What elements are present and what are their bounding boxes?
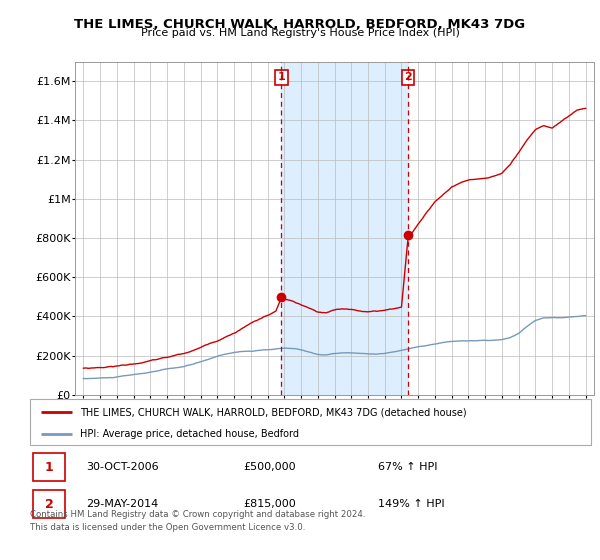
Text: 1: 1 <box>44 460 53 474</box>
Text: 2: 2 <box>44 497 53 511</box>
Text: 149% ↑ HPI: 149% ↑ HPI <box>378 499 445 509</box>
Bar <box>33 454 65 480</box>
Bar <box>33 491 65 517</box>
Text: 1: 1 <box>278 72 286 82</box>
Text: 29-MAY-2014: 29-MAY-2014 <box>86 499 158 509</box>
Text: HPI: Average price, detached house, Bedford: HPI: Average price, detached house, Bedf… <box>80 429 299 438</box>
Text: 67% ↑ HPI: 67% ↑ HPI <box>378 462 437 472</box>
Text: £500,000: £500,000 <box>243 462 296 472</box>
Text: Contains HM Land Registry data © Crown copyright and database right 2024.: Contains HM Land Registry data © Crown c… <box>30 511 365 520</box>
Text: 30-OCT-2006: 30-OCT-2006 <box>86 462 159 472</box>
Text: THE LIMES, CHURCH WALK, HARROLD, BEDFORD, MK43 7DG (detached house): THE LIMES, CHURCH WALK, HARROLD, BEDFORD… <box>80 407 467 417</box>
Text: Price paid vs. HM Land Registry's House Price Index (HPI): Price paid vs. HM Land Registry's House … <box>140 28 460 38</box>
Text: 2: 2 <box>404 72 412 82</box>
Text: THE LIMES, CHURCH WALK, HARROLD, BEDFORD, MK43 7DG: THE LIMES, CHURCH WALK, HARROLD, BEDFORD… <box>74 18 526 31</box>
Text: £815,000: £815,000 <box>243 499 296 509</box>
Text: This data is licensed under the Open Government Licence v3.0.: This data is licensed under the Open Gov… <box>30 523 305 532</box>
Bar <box>281 62 409 395</box>
